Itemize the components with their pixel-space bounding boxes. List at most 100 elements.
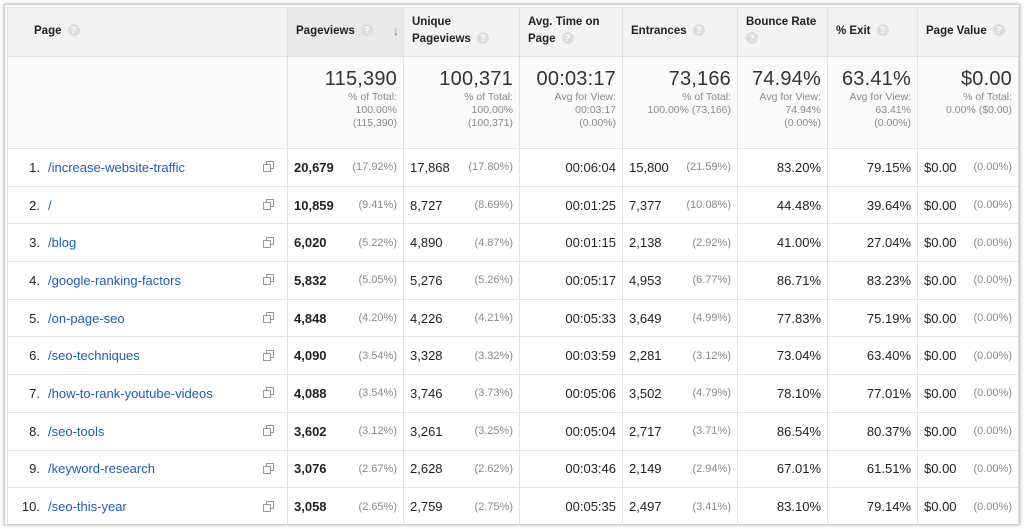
help-icon[interactable]: ? <box>561 32 574 44</box>
page-link[interactable]: /seo-tools <box>48 423 105 439</box>
header-unique-pageviews[interactable]: Unique Pageviews? <box>403 7 520 57</box>
avg-time-cell: 00:05:35 <box>519 487 623 526</box>
avg-time-cell: 00:05:17 <box>519 261 623 300</box>
page-value-pct: (0.00%) <box>973 500 1012 513</box>
help-icon[interactable]: ? <box>692 24 705 36</box>
open-in-new-window-icon[interactable] <box>263 312 275 324</box>
unique-pageviews-cell: 17,868 (17.80%) <box>403 148 520 187</box>
bounce-rate-cell: 77.83% <box>737 298 828 338</box>
totals-pageviews-pct: 100.00% <box>355 104 397 116</box>
unique-pageviews-pct: (3.73%) <box>474 387 513 400</box>
entrances-pct: (21.59%) <box>686 161 731 174</box>
totals-bounce-rate-label: Avg for View: <box>759 91 821 103</box>
totals-page-value: $0.00 % of Total: 0.00% ($0.00) <box>917 56 1019 149</box>
row-index: 4. <box>29 272 40 288</box>
entrances-value: 3,502 <box>629 385 662 401</box>
page-value-cell: $0.00 (0.00%) <box>917 148 1019 187</box>
unique-pageviews-pct: (17.80%) <box>468 161 513 174</box>
help-icon[interactable]: ? <box>746 32 758 44</box>
page-link[interactable]: /increase-website-traffic <box>48 159 186 175</box>
header-bounce-rate[interactable]: Bounce Rate? <box>737 7 828 57</box>
open-in-new-window-icon[interactable] <box>263 161 275 173</box>
avg-time-cell: 00:05:33 <box>519 298 623 338</box>
page-link[interactable]: /google-ranking-factors <box>48 272 181 288</box>
entrances-cell: 2,717 (3.71%) <box>622 411 738 451</box>
open-in-new-window-icon[interactable] <box>263 387 275 399</box>
unique-pageviews-cell: 3,328 (3.32%) <box>403 336 520 376</box>
pageviews-pct: (4.20%) <box>358 312 397 325</box>
page-cell: 1. /increase-website-traffic <box>7 148 288 187</box>
open-in-new-window-icon[interactable] <box>263 199 275 211</box>
pageviews-pct: (3.54%) <box>358 349 397 362</box>
help-icon[interactable]: ? <box>876 24 889 36</box>
unique-pageviews-pct: (4.21%) <box>474 312 513 325</box>
entrances-pct: (3.41%) <box>692 500 731 513</box>
header-page-value[interactable]: Page Value? <box>917 7 1019 57</box>
unique-pageviews-value: 2,628 <box>410 461 443 477</box>
open-in-new-window-icon[interactable] <box>263 349 275 361</box>
open-in-new-window-icon[interactable] <box>263 236 275 248</box>
page-value-pct: (0.00%) <box>973 312 1012 325</box>
row-index: 3. <box>29 235 40 251</box>
page-cell: 5. /on-page-seo <box>7 298 288 338</box>
pageviews-value: 3,058 <box>294 499 327 515</box>
page-link[interactable]: /seo-techniques <box>48 348 140 364</box>
entrances-pct: (10.08%) <box>686 199 731 212</box>
sort-descending-icon[interactable]: ↓ <box>393 24 399 38</box>
pageviews-value: 5,832 <box>294 272 327 288</box>
header-page[interactable]: Page? <box>7 7 288 57</box>
pageviews-cell: 4,088 (3.54%) <box>287 374 404 413</box>
page-value-value: $0.00 <box>924 348 957 364</box>
unique-pageviews-value: 4,226 <box>410 310 443 326</box>
row-index: 1. <box>29 159 40 175</box>
help-icon[interactable]: ? <box>476 32 489 44</box>
totals-row: 115,390 % of Total: 100.00% (115,390) 10… <box>7 56 1019 149</box>
unique-pageviews-value: 4,890 <box>410 235 443 251</box>
entrances-cell: 3,649 (4.99%) <box>622 298 738 338</box>
header-entrances[interactable]: Entrances? <box>622 7 738 57</box>
open-in-new-window-icon[interactable] <box>263 500 275 512</box>
pageviews-cell: 3,076 (2.67%) <box>287 449 404 489</box>
totals-pageviews: 115,390 % of Total: 100.00% (115,390) <box>287 56 404 149</box>
totals-unique-pageviews-value: 100,371 <box>439 68 513 90</box>
page-value-cell: $0.00 (0.00%) <box>917 411 1019 451</box>
help-icon[interactable]: ? <box>360 24 373 36</box>
table-row: 1. /increase-website-traffic 20,679 (17.92… <box>7 148 1019 187</box>
pageviews-value: 4,090 <box>294 348 327 364</box>
totals-entrances-label: % of Total: <box>682 91 731 103</box>
pageviews-value: 3,602 <box>294 423 327 439</box>
header-unique-pageviews-label-1: Unique <box>412 16 451 28</box>
unique-pageviews-cell: 3,746 (3.73%) <box>403 374 520 413</box>
page-link[interactable]: /on-page-seo <box>48 310 125 326</box>
totals-bounce-rate-value: 74.94% <box>751 68 821 90</box>
page-link[interactable]: / <box>48 197 52 213</box>
header-exit[interactable]: % Exit? <box>827 7 918 57</box>
open-in-new-window-icon[interactable] <box>263 425 275 437</box>
page-link[interactable]: /keyword-research <box>48 461 155 477</box>
totals-avg-time-delta: (0.00%) <box>579 117 616 129</box>
bounce-rate-cell: 78.10% <box>737 374 828 413</box>
page-link[interactable]: /seo-this-year <box>48 499 127 515</box>
avg-time-cell: 00:05:06 <box>519 374 623 413</box>
header-avg-time[interactable]: Avg. Time on Page? <box>519 7 623 57</box>
exit-cell: 27.04% <box>827 223 918 263</box>
unique-pageviews-cell: 5,276 (5.26%) <box>403 261 520 300</box>
unique-pageviews-cell: 2,759 (2.75%) <box>403 487 520 526</box>
help-icon[interactable]: ? <box>992 24 1005 36</box>
help-icon[interactable]: ? <box>67 24 80 36</box>
open-in-new-window-icon[interactable] <box>263 274 275 286</box>
unique-pageviews-value: 17,868 <box>410 159 450 175</box>
pageviews-value: 4,848 <box>294 310 327 326</box>
entrances-pct: (3.12%) <box>692 349 731 362</box>
pageviews-value: 6,020 <box>294 235 327 251</box>
page-link[interactable]: /blog <box>48 235 77 251</box>
page-link[interactable]: /how-to-rank-youtube-videos <box>48 385 213 401</box>
pageviews-cell: 3,602 (3.12%) <box>287 411 404 451</box>
table-row: 9. /keyword-research 3,076 (2.67%) 2,628 (2… <box>7 449 1019 489</box>
page-value-value: $0.00 <box>924 159 957 175</box>
page-value-value: $0.00 <box>924 272 957 288</box>
header-pageviews[interactable]: Pageviews? ↓ <box>287 7 404 57</box>
bounce-rate-cell: 41.00% <box>737 223 828 263</box>
totals-exit-delta: (0.00%) <box>874 117 911 129</box>
open-in-new-window-icon[interactable] <box>263 462 275 474</box>
